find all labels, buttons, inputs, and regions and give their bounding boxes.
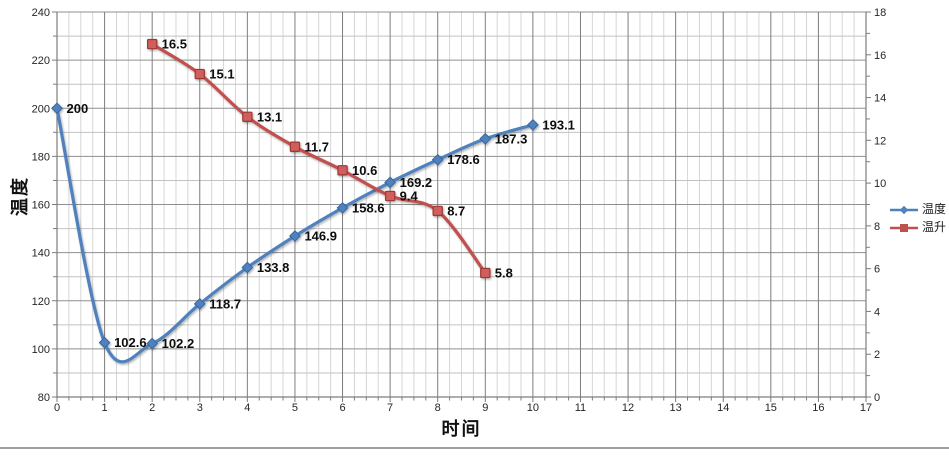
data-point-diamond[interactable] bbox=[479, 132, 492, 145]
data-point-diamond[interactable] bbox=[384, 176, 397, 189]
y-left-tick-label: 100 bbox=[32, 344, 50, 356]
x-tick-label: 9 bbox=[482, 402, 488, 414]
data-label: 15.1 bbox=[209, 67, 234, 82]
y-left-tick-label: 180 bbox=[32, 151, 50, 163]
y-right-tick-label: 2 bbox=[874, 349, 880, 361]
data-point-diamond[interactable] bbox=[146, 337, 159, 350]
legend-marker-icon bbox=[890, 205, 918, 214]
data-label: 193.1 bbox=[542, 117, 575, 132]
legend-marker-icon bbox=[890, 223, 918, 232]
data-label: 8.7 bbox=[447, 203, 465, 218]
x-tick-label: 16 bbox=[812, 402, 824, 414]
sheet-border-line bbox=[0, 447, 949, 449]
y-right-tick-label: 4 bbox=[874, 306, 880, 318]
y-left-tick-label: 200 bbox=[32, 103, 50, 115]
data-label: 10.6 bbox=[352, 163, 377, 178]
x-tick-label: 1 bbox=[102, 402, 108, 414]
legend-label: 温升 bbox=[922, 220, 947, 234]
legend-item-0[interactable]: 温度 bbox=[889, 203, 946, 216]
x-axis-title: 时间 bbox=[441, 419, 482, 439]
x-tick-label: 13 bbox=[670, 402, 682, 414]
y-right-tick-label: 8 bbox=[874, 221, 880, 233]
y-left-tick-label: 240 bbox=[32, 7, 50, 19]
x-tick-label: 3 bbox=[197, 402, 203, 414]
y-right-tick-label: 12 bbox=[874, 135, 886, 147]
x-tick-label: 15 bbox=[765, 402, 777, 414]
y-right-tick-label: 0 bbox=[874, 392, 880, 404]
y-right-tick-label: 16 bbox=[874, 50, 886, 62]
y-right-tick-label: 6 bbox=[874, 264, 880, 276]
data-label: 13.1 bbox=[257, 109, 282, 124]
data-label: 146.9 bbox=[304, 229, 337, 244]
x-tick-label: 10 bbox=[527, 402, 539, 414]
y-left-tick-label: 160 bbox=[32, 200, 50, 212]
data-point-diamond[interactable] bbox=[431, 153, 444, 166]
data-point-square[interactable] bbox=[242, 111, 253, 123]
data-label: 118.7 bbox=[209, 296, 241, 311]
y-left-tick-label: 120 bbox=[32, 296, 50, 308]
data-label: 11.7 bbox=[304, 139, 329, 154]
data-label: 16.5 bbox=[162, 37, 187, 52]
data-label: 102.2 bbox=[162, 336, 195, 351]
y-left-tick-label: 80 bbox=[38, 392, 50, 404]
data-label: 5.8 bbox=[495, 265, 513, 280]
data-label: 9.4 bbox=[400, 188, 419, 203]
x-tick-label: 0 bbox=[54, 402, 60, 414]
data-label: 133.8 bbox=[257, 260, 290, 275]
y-axis-title: 温度 bbox=[10, 176, 30, 216]
legend[interactable]: 温度 温升 bbox=[889, 203, 946, 234]
x-tick-label: 11 bbox=[575, 402, 586, 414]
data-point-diamond[interactable] bbox=[526, 118, 539, 131]
x-tick-label: 7 bbox=[387, 402, 393, 414]
series-0[interactable] bbox=[51, 102, 539, 364]
data-point-diamond[interactable] bbox=[51, 102, 63, 115]
data-point-square[interactable] bbox=[337, 165, 348, 176]
x-tick-label: 4 bbox=[244, 402, 250, 414]
x-tick-label: 17 bbox=[860, 402, 872, 414]
data-point-diamond[interactable] bbox=[289, 230, 301, 242]
y-right-tick-label: 14 bbox=[874, 93, 886, 105]
x-tick-label: 6 bbox=[339, 402, 345, 414]
x-tick-label: 5 bbox=[292, 402, 298, 414]
x-tick-label: 8 bbox=[435, 402, 441, 414]
data-point-diamond[interactable] bbox=[193, 297, 206, 310]
y-right-tick-label: 18 bbox=[874, 7, 886, 19]
data-label: 178.6 bbox=[447, 152, 480, 167]
series-1[interactable] bbox=[146, 38, 491, 279]
data-label: 158.6 bbox=[352, 200, 385, 215]
y-left-tick-label: 220 bbox=[32, 55, 50, 67]
data-point-diamond[interactable] bbox=[336, 201, 349, 214]
data-point-square[interactable] bbox=[289, 141, 301, 152]
data-label: 200 bbox=[67, 101, 89, 116]
data-point-square[interactable] bbox=[146, 38, 158, 50]
data-point-diamond[interactable] bbox=[98, 336, 111, 349]
data-label: 169.2 bbox=[400, 175, 433, 190]
legend-item-1[interactable]: 温升 bbox=[889, 221, 946, 234]
data-point-square[interactable] bbox=[194, 68, 205, 80]
data-point-square[interactable] bbox=[480, 267, 491, 279]
data-label: 187.3 bbox=[495, 131, 528, 146]
data-label: 102.6 bbox=[114, 335, 147, 350]
y-right-tick-label: 10 bbox=[874, 178, 886, 190]
data-point-square[interactable] bbox=[384, 190, 396, 202]
data-point-square[interactable] bbox=[432, 205, 443, 217]
x-tick-label: 14 bbox=[717, 402, 729, 414]
data-point-diamond[interactable] bbox=[241, 261, 254, 274]
legend-label: 温度 bbox=[922, 202, 947, 216]
y-left-tick-label: 140 bbox=[32, 248, 50, 260]
x-tick-label: 2 bbox=[149, 402, 155, 414]
x-tick-label: 12 bbox=[622, 402, 634, 414]
